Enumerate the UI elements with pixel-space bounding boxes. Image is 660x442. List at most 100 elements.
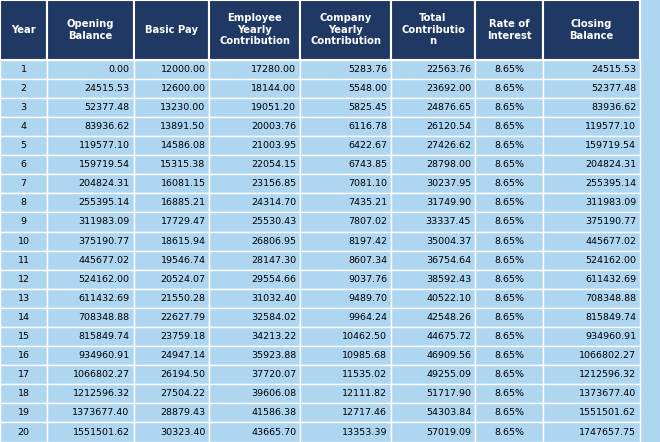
Text: 83936.62: 83936.62 <box>591 103 636 112</box>
Text: 1066802.27: 1066802.27 <box>579 351 636 360</box>
Text: 524162.00: 524162.00 <box>585 255 636 265</box>
Bar <box>300 270 391 289</box>
Text: 19: 19 <box>18 408 30 417</box>
Bar <box>133 308 209 327</box>
Text: Opening
Balance: Opening Balance <box>67 19 114 41</box>
Text: 8.65%: 8.65% <box>494 313 524 322</box>
Bar <box>300 308 391 327</box>
Text: 11535.02: 11535.02 <box>342 370 387 379</box>
Text: 28879.43: 28879.43 <box>160 408 205 417</box>
Text: 9489.70: 9489.70 <box>348 294 387 303</box>
Bar <box>0 213 47 232</box>
Bar <box>133 327 209 346</box>
Text: 35004.37: 35004.37 <box>426 236 471 246</box>
Bar <box>543 117 640 136</box>
Bar <box>47 193 133 213</box>
Bar <box>47 423 133 442</box>
Text: 23692.00: 23692.00 <box>426 84 471 93</box>
Bar <box>0 251 47 270</box>
Text: 8.65%: 8.65% <box>494 160 524 169</box>
Text: 10462.50: 10462.50 <box>342 332 387 341</box>
Bar <box>47 98 133 117</box>
Text: 8.65%: 8.65% <box>494 198 524 207</box>
Text: 8.65%: 8.65% <box>494 141 524 150</box>
Text: 815849.74: 815849.74 <box>79 332 129 341</box>
Bar <box>300 174 391 193</box>
Text: 8.65%: 8.65% <box>494 179 524 188</box>
Bar <box>133 193 209 213</box>
Bar <box>209 232 300 251</box>
Text: 22054.15: 22054.15 <box>251 160 296 169</box>
Bar <box>133 270 209 289</box>
Text: 611432.69: 611432.69 <box>79 294 129 303</box>
Text: 24515.53: 24515.53 <box>84 84 129 93</box>
Text: 22627.79: 22627.79 <box>160 313 205 322</box>
Bar <box>475 251 543 270</box>
Bar <box>47 213 133 232</box>
Bar <box>47 60 133 79</box>
Bar <box>391 232 475 251</box>
Bar <box>391 155 475 174</box>
Text: 17280.00: 17280.00 <box>251 65 296 74</box>
Bar <box>543 308 640 327</box>
Text: 16885.21: 16885.21 <box>160 198 205 207</box>
Text: 445677.02: 445677.02 <box>585 236 636 246</box>
Text: 375190.77: 375190.77 <box>79 236 129 246</box>
Bar <box>133 346 209 365</box>
Text: 6116.78: 6116.78 <box>348 122 387 131</box>
Bar <box>209 79 300 98</box>
Bar <box>0 60 47 79</box>
Text: 18615.94: 18615.94 <box>160 236 205 246</box>
Bar <box>0 98 47 117</box>
Bar <box>0 346 47 365</box>
Bar <box>209 384 300 404</box>
Bar <box>475 308 543 327</box>
Bar <box>475 384 543 404</box>
Bar <box>543 174 640 193</box>
Bar <box>543 289 640 308</box>
Bar <box>543 60 640 79</box>
Text: 52377.48: 52377.48 <box>84 103 129 112</box>
Text: 255395.14: 255395.14 <box>79 198 129 207</box>
Text: 8.65%: 8.65% <box>494 255 524 265</box>
Bar <box>0 404 47 423</box>
Text: 311983.09: 311983.09 <box>79 217 129 226</box>
Bar <box>475 0 543 60</box>
Bar <box>133 136 209 155</box>
Bar <box>133 404 209 423</box>
Text: 1551501.62: 1551501.62 <box>73 427 129 437</box>
Text: 30237.95: 30237.95 <box>426 179 471 188</box>
Text: 204824.31: 204824.31 <box>79 179 129 188</box>
Bar <box>300 0 391 60</box>
Bar <box>0 79 47 98</box>
Bar <box>133 117 209 136</box>
Text: 0.00: 0.00 <box>109 65 129 74</box>
Text: 31032.40: 31032.40 <box>251 294 296 303</box>
Bar <box>300 98 391 117</box>
Bar <box>300 251 391 270</box>
Text: 10: 10 <box>18 236 30 246</box>
Text: 8197.42: 8197.42 <box>348 236 387 246</box>
Text: 8.65%: 8.65% <box>494 294 524 303</box>
Text: 5548.00: 5548.00 <box>348 84 387 93</box>
Bar <box>209 98 300 117</box>
Text: 27504.22: 27504.22 <box>160 389 205 398</box>
Bar <box>391 365 475 384</box>
Text: 16: 16 <box>18 351 30 360</box>
Text: 12000.00: 12000.00 <box>160 65 205 74</box>
Bar <box>391 79 475 98</box>
Bar <box>543 423 640 442</box>
Bar <box>133 251 209 270</box>
Bar <box>543 346 640 365</box>
Bar <box>209 213 300 232</box>
Text: 7: 7 <box>20 179 26 188</box>
Text: 15315.38: 15315.38 <box>160 160 205 169</box>
Text: Closing
Balance: Closing Balance <box>570 19 614 41</box>
Text: 38592.43: 38592.43 <box>426 275 471 284</box>
Bar <box>47 270 133 289</box>
Bar <box>475 174 543 193</box>
Bar <box>0 155 47 174</box>
Bar <box>475 404 543 423</box>
Text: 23759.18: 23759.18 <box>160 332 205 341</box>
Text: 34213.22: 34213.22 <box>251 332 296 341</box>
